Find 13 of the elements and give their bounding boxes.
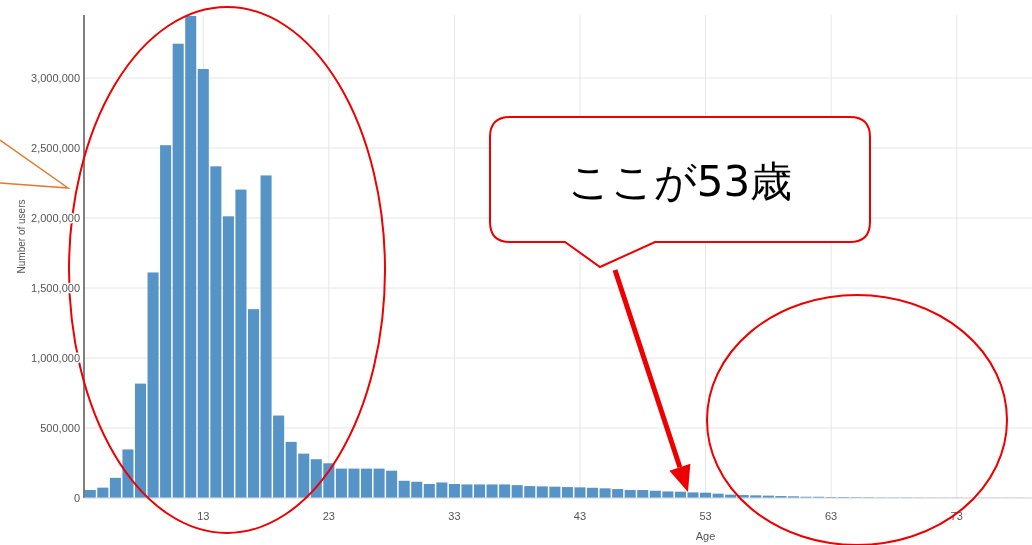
x-tick-label: 33 — [448, 510, 461, 522]
x-tick-label: 43 — [573, 510, 587, 522]
x-tick-label: 63 — [824, 510, 838, 522]
y-tick-label: 500,000 — [40, 422, 80, 434]
x-tick-label: 13 — [197, 510, 210, 522]
y-tick-label: 2,500,000 — [31, 142, 80, 154]
annotation: ここが53歳 — [567, 157, 793, 206]
y-tick-label: 3,000,000 — [31, 72, 80, 84]
y-axis-title: Number of users — [16, 199, 27, 274]
y-tick-label: 0 — [73, 492, 80, 504]
x-tick-label: 23 — [322, 510, 335, 522]
x-axis-title: Age — [695, 530, 716, 542]
x-tick-label: 53 — [699, 510, 712, 522]
